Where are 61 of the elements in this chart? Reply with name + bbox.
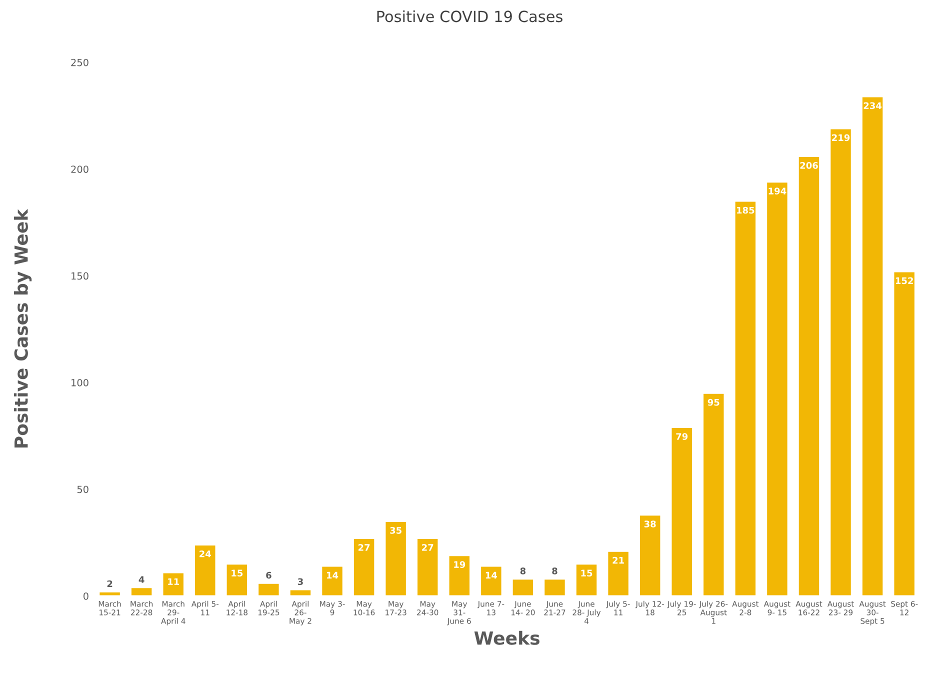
data-label: 15	[232, 570, 243, 577]
y-tick-label: 250	[71, 58, 88, 66]
data-label: 24	[200, 550, 211, 558]
data-label: 19	[454, 561, 466, 568]
bar	[194, 544, 217, 596]
data-label: 15	[581, 570, 592, 577]
bar	[734, 200, 757, 596]
bar	[352, 538, 376, 596]
chart-title: Positive COVID 19 Cases	[377, 10, 562, 22]
x-axis-title: Weeks	[474, 630, 540, 645]
data-label: 185	[737, 206, 754, 214]
data-label: 38	[644, 520, 656, 528]
data-label: 4	[138, 576, 144, 583]
bar	[797, 156, 820, 596]
data-label: 14	[327, 572, 338, 579]
bar	[766, 181, 789, 596]
y-axis-title: Positive Cases by Week	[14, 208, 32, 448]
bar	[829, 128, 852, 596]
bar	[480, 565, 503, 596]
bar	[162, 572, 185, 596]
bar	[225, 563, 248, 596]
y-tick-label: 100	[72, 379, 88, 386]
data-label: 234	[864, 102, 882, 110]
bar	[702, 392, 726, 596]
y-tick-label: 0	[83, 592, 88, 600]
bar	[448, 554, 471, 596]
data-label: 11	[168, 578, 180, 585]
data-label: 21	[612, 556, 624, 564]
bar	[320, 565, 344, 596]
bar	[130, 586, 154, 596]
data-label: 3	[298, 578, 303, 586]
bar	[511, 578, 534, 596]
data-label: 27	[422, 544, 434, 551]
data-label: 206	[800, 162, 818, 169]
bar	[384, 520, 408, 596]
data-label: 219	[832, 134, 850, 142]
data-label: 79	[676, 433, 688, 440]
bar	[288, 588, 312, 596]
bar	[257, 582, 280, 596]
data-label: 2	[107, 580, 112, 588]
data-label: 8	[520, 568, 526, 574]
data-label: 35	[390, 526, 402, 534]
y-tick-label: 50	[77, 486, 88, 494]
bar	[638, 514, 662, 596]
data-label: 6	[266, 572, 272, 579]
data-label: 8	[552, 568, 558, 574]
bar	[892, 270, 916, 596]
bar	[670, 426, 694, 596]
y-tick-label: 200	[71, 166, 88, 173]
bar	[543, 578, 566, 596]
data-label: 194	[768, 188, 786, 194]
data-label: 152	[896, 277, 913, 284]
y-tick-label: 150	[72, 272, 88, 280]
bar	[575, 563, 598, 596]
bar	[861, 96, 884, 596]
bar	[98, 591, 122, 596]
bar	[416, 538, 440, 596]
data-label: 27	[358, 544, 370, 551]
data-label: 14	[486, 572, 498, 579]
bar	[606, 550, 630, 596]
data-label: 95	[708, 398, 720, 406]
